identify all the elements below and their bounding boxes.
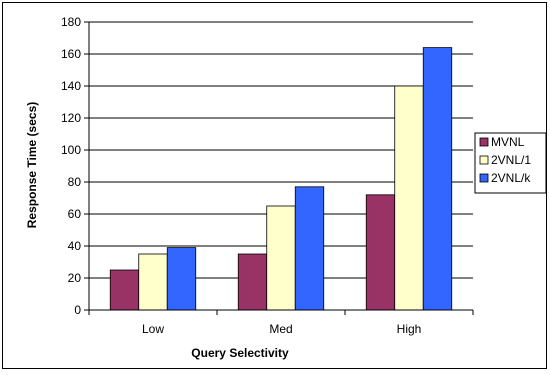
legend-swatch — [479, 137, 489, 147]
y-tick-labels: 0 20 40 60 80 100 120 140 160 180 — [61, 15, 81, 317]
x-tick-label: High — [397, 322, 422, 336]
y-tick-label: 160 — [61, 47, 81, 61]
bar-2vnl-k-low — [166, 247, 197, 311]
legend-swatch — [479, 155, 489, 165]
legend-swatch — [479, 173, 489, 183]
bar-2vnl-k-high — [422, 47, 453, 311]
x-tick-labels: Low Med High — [142, 322, 421, 336]
y-tick-label: 0 — [74, 303, 81, 317]
gridlines — [89, 21, 473, 279]
bar-mvnl-low — [109, 269, 140, 311]
legend-label: MVNL — [491, 135, 525, 149]
y-tick-label: 120 — [61, 111, 81, 125]
bar-2vnl-1-low — [138, 253, 168, 311]
y-tick-label: 20 — [68, 271, 82, 285]
bar-2vnl-1-high — [394, 85, 424, 311]
y-tick-label: 180 — [61, 15, 81, 29]
bar-mvnl-med — [237, 253, 268, 311]
y-tick-label: 140 — [61, 79, 81, 93]
x-tick-label: Med — [269, 322, 292, 336]
bar-mvnl-high — [365, 194, 396, 311]
y-tick-label: 80 — [68, 175, 82, 189]
x-tick-label: Low — [142, 322, 164, 336]
y-axis-label: Response Time (secs) — [25, 102, 39, 229]
y-tick-label: 100 — [61, 143, 81, 157]
bar-2vnl-1-med — [266, 205, 296, 311]
bars — [109, 47, 453, 311]
bar-2vnl-k-med — [294, 186, 325, 311]
legend-label: 2VNL/k — [491, 171, 531, 185]
axes — [84, 21, 474, 315]
legend: MVNL 2VNL/1 2VNL/k — [474, 132, 547, 194]
bar-chart: 0 20 40 60 80 100 120 140 160 180 Low Med High Resp… — [25, 15, 547, 360]
y-tick-label: 60 — [68, 207, 82, 221]
chart-frame: 0 20 40 60 80 100 120 140 160 180 Low Med High Resp… — [2, 2, 547, 369]
x-axis-label: Query Selectivity — [191, 346, 289, 360]
y-tick-label: 40 — [68, 239, 82, 253]
legend-label: 2VNL/1 — [491, 153, 531, 167]
